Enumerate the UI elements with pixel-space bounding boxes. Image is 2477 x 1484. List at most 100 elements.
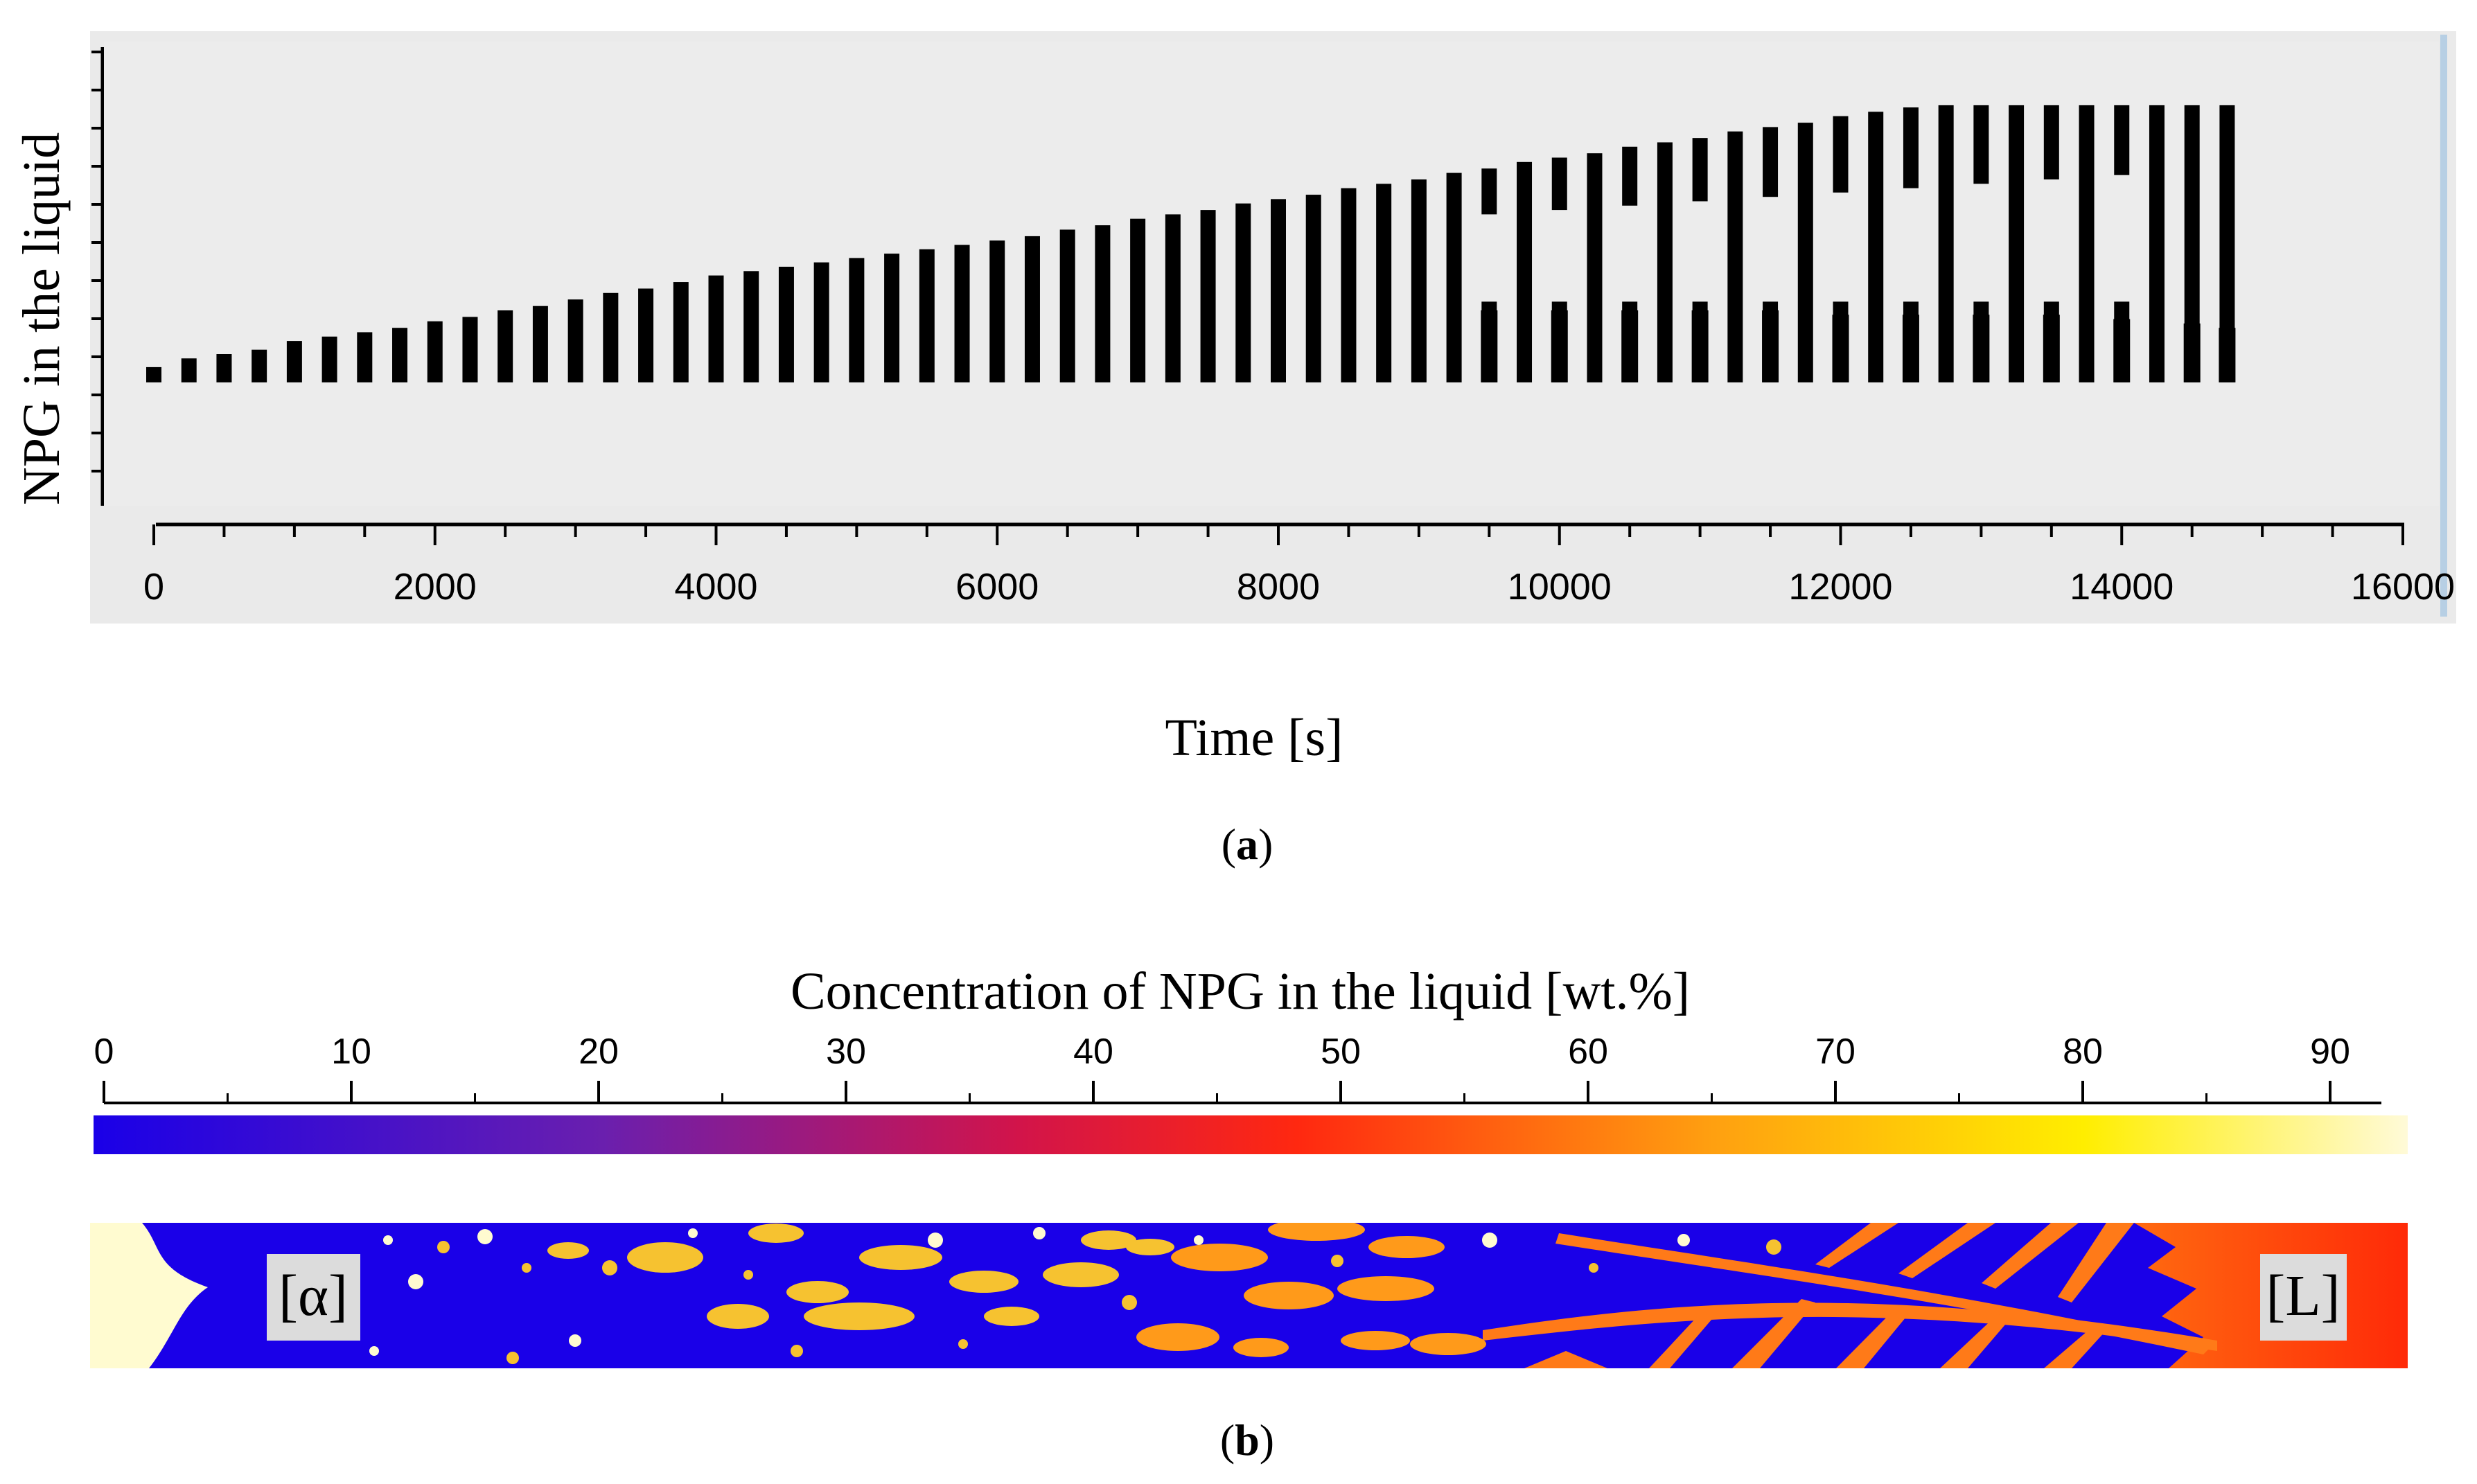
data-marker-column bbox=[2183, 323, 2201, 382]
branch-gap bbox=[1479, 214, 1499, 302]
data-marker-column bbox=[216, 354, 232, 382]
speck bbox=[437, 1241, 450, 1253]
speck bbox=[369, 1346, 379, 1356]
branch-gap bbox=[1761, 197, 1781, 302]
data-marker-column bbox=[1973, 315, 1990, 382]
branch-gap bbox=[1549, 210, 1569, 302]
panel-a-letter: a bbox=[1236, 820, 1258, 869]
colorbar-tick-labels: 0 10 20 30 40 50 60 70 80 90 bbox=[94, 1032, 2350, 1072]
data-marker-column bbox=[1691, 310, 1709, 382]
x-tick-label: 4000 bbox=[674, 566, 757, 608]
colorbar-ticks bbox=[103, 1081, 2331, 1103]
x-tick-label: 8000 bbox=[1237, 566, 1320, 608]
x-tick-label: 12000 bbox=[1788, 566, 1892, 608]
branch-gap bbox=[1690, 201, 1710, 302]
concentration-map bbox=[90, 1223, 2408, 1368]
x-tick-label: 6000 bbox=[955, 566, 1039, 608]
data-marker-column bbox=[778, 267, 794, 382]
x-tick-labels: 0 2000 4000 6000 8000 10000 12000 14000 16000 bbox=[143, 566, 2455, 608]
data-marker-column bbox=[1938, 105, 1954, 382]
droplet bbox=[804, 1302, 915, 1330]
x-tick-label: 2000 bbox=[394, 566, 477, 608]
data-marker-column bbox=[1130, 218, 1146, 382]
data-marker-column bbox=[567, 299, 583, 382]
y-ticks bbox=[91, 51, 103, 472]
data-marker-column bbox=[1165, 214, 1181, 382]
data-marker-column bbox=[1059, 229, 1075, 382]
data-marker-column bbox=[1376, 184, 1392, 382]
phase-label-liquid: [L] bbox=[2266, 1264, 2340, 1328]
speck bbox=[1122, 1295, 1137, 1310]
data-marker-column bbox=[673, 282, 689, 382]
data-marker-column bbox=[1902, 315, 1919, 382]
panel-a-chart: 0 2000 4000 6000 8000 10000 12000 14000 16000 NP… bbox=[12, 31, 2456, 869]
droplet bbox=[1136, 1323, 1219, 1351]
speck bbox=[522, 1263, 531, 1273]
data-marker-column bbox=[708, 275, 724, 382]
dendrite-branch bbox=[1649, 1316, 1711, 1368]
data-marker-column bbox=[497, 310, 513, 382]
speck bbox=[506, 1352, 519, 1364]
solid-alpha-region bbox=[90, 1223, 208, 1368]
colorbar-tick-label: 30 bbox=[826, 1032, 866, 1072]
droplet bbox=[1337, 1276, 1434, 1301]
branch-gap bbox=[1831, 192, 1851, 302]
speck bbox=[408, 1274, 423, 1289]
branch-gap bbox=[1971, 184, 1991, 302]
data-marker-column bbox=[1587, 153, 1603, 382]
data-marker-column bbox=[1832, 315, 1849, 382]
phase-label-bg-left bbox=[267, 1254, 360, 1341]
data-marker-column bbox=[1235, 203, 1251, 382]
data-marker-column bbox=[1200, 210, 1216, 382]
speck bbox=[569, 1334, 581, 1347]
data-marker-column bbox=[1095, 225, 1111, 382]
data-marker-column bbox=[849, 258, 865, 382]
branch-gap bbox=[2112, 175, 2132, 302]
data-marker-column bbox=[1481, 310, 1498, 382]
data-markers bbox=[146, 105, 2236, 382]
data-marker-column bbox=[252, 349, 267, 382]
data-marker-column bbox=[1305, 195, 1321, 382]
droplet bbox=[1043, 1262, 1119, 1287]
droplet bbox=[1341, 1331, 1410, 1350]
speck bbox=[791, 1345, 803, 1357]
dendrite-branch bbox=[1732, 1299, 1815, 1368]
speck bbox=[743, 1270, 753, 1280]
droplet bbox=[748, 1224, 804, 1243]
speck bbox=[1766, 1239, 1781, 1255]
colorbar-title: Concentration of NPG in the liquid [wt.%… bbox=[791, 962, 1690, 1021]
speck bbox=[1589, 1263, 1598, 1273]
data-marker-column bbox=[2219, 105, 2235, 382]
droplet bbox=[547, 1242, 589, 1259]
speck bbox=[1677, 1234, 1690, 1246]
x-tick-label: 14000 bbox=[2070, 566, 2174, 608]
dendrite-branch bbox=[2044, 1327, 2106, 1368]
data-marker-column bbox=[1446, 173, 1462, 382]
droplet bbox=[1410, 1333, 1486, 1355]
panel-b-letter: b bbox=[1235, 1415, 1260, 1465]
data-marker-column bbox=[1411, 179, 1427, 382]
data-marker-column bbox=[954, 245, 970, 382]
phase-label-bg-right bbox=[2260, 1254, 2347, 1341]
data-marker-column bbox=[743, 271, 759, 382]
droplet bbox=[786, 1281, 849, 1303]
data-marker-column bbox=[1797, 123, 1813, 382]
colorbar-tick-label: 0 bbox=[94, 1032, 114, 1072]
x-tick-label: 0 bbox=[143, 566, 164, 608]
data-marker-column bbox=[1271, 199, 1286, 382]
data-marker-column bbox=[1024, 236, 1040, 382]
speck bbox=[958, 1339, 968, 1349]
y-axis-label: NPG in the liquid bbox=[12, 132, 71, 505]
dendrite-trunk bbox=[1483, 1302, 2217, 1351]
droplet bbox=[707, 1304, 769, 1329]
colorbar-tick-label: 20 bbox=[579, 1032, 619, 1072]
droplet bbox=[627, 1242, 703, 1273]
colorbar-tick-label: 90 bbox=[2310, 1032, 2350, 1072]
droplet bbox=[1081, 1230, 1136, 1250]
data-marker-column bbox=[1517, 161, 1533, 382]
data-marker-column bbox=[638, 288, 654, 382]
dendrite-branch bbox=[1836, 1305, 1912, 1368]
speck bbox=[602, 1260, 617, 1275]
speck bbox=[1033, 1227, 1046, 1239]
colorbar-tick-label: 80 bbox=[2063, 1032, 2103, 1072]
